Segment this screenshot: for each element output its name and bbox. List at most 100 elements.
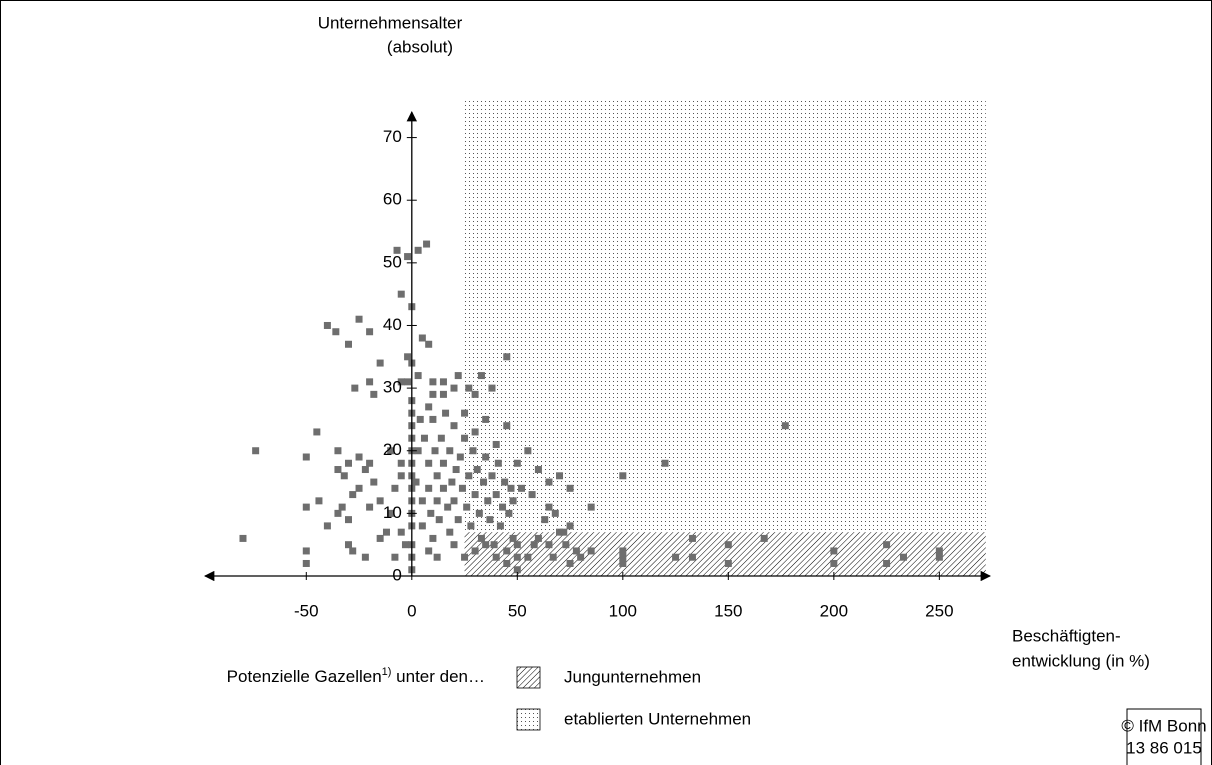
point	[427, 509, 435, 517]
point	[452, 466, 460, 474]
point	[587, 503, 595, 511]
point	[503, 422, 511, 430]
point	[619, 547, 627, 555]
y-tick-label: 70	[383, 127, 402, 146]
point	[513, 541, 521, 549]
point	[431, 447, 439, 455]
point	[471, 390, 479, 398]
point	[344, 516, 352, 524]
point	[313, 428, 321, 436]
point	[437, 434, 445, 442]
point	[387, 509, 395, 517]
point	[397, 528, 405, 536]
region	[464, 100, 986, 533]
point	[334, 447, 342, 455]
point	[420, 434, 428, 442]
point	[724, 541, 732, 549]
point	[376, 534, 384, 542]
point	[463, 503, 471, 511]
point	[507, 484, 515, 492]
point	[566, 522, 574, 530]
point	[541, 516, 549, 524]
point	[340, 472, 348, 480]
point	[425, 403, 433, 411]
point	[439, 390, 447, 398]
point	[458, 484, 466, 492]
point	[450, 541, 458, 549]
point	[334, 466, 342, 474]
point	[545, 478, 553, 486]
y-tick-label: 20	[383, 440, 402, 459]
point	[344, 541, 352, 549]
point	[830, 559, 838, 567]
point	[482, 415, 490, 423]
point	[439, 459, 447, 467]
point	[302, 559, 310, 567]
point	[425, 547, 433, 555]
point	[391, 484, 399, 492]
point	[450, 497, 458, 505]
point	[355, 453, 363, 461]
point	[661, 459, 669, 467]
point	[404, 253, 412, 261]
point	[302, 547, 310, 555]
x-axis-label: Beschäftigten-	[1012, 626, 1121, 645]
point	[332, 328, 340, 336]
point	[429, 378, 437, 386]
point	[883, 559, 891, 567]
x-axis-label: entwicklung (in %)	[1012, 651, 1150, 670]
point	[484, 497, 492, 505]
point	[477, 534, 485, 542]
point	[414, 372, 422, 380]
point	[366, 503, 374, 511]
point	[433, 497, 441, 505]
point	[376, 359, 384, 367]
point	[446, 447, 454, 455]
point	[724, 559, 732, 567]
legend-swatch	[516, 666, 541, 689]
point	[349, 547, 357, 555]
point	[239, 534, 247, 542]
point	[376, 497, 384, 505]
point	[496, 522, 504, 530]
point	[397, 472, 405, 480]
point	[935, 547, 943, 555]
point	[391, 553, 399, 561]
point	[334, 509, 342, 517]
point	[501, 478, 509, 486]
point	[672, 553, 680, 561]
source-box	[1126, 708, 1202, 765]
point	[534, 466, 542, 474]
point	[513, 566, 521, 574]
y-tick-label: 30	[383, 378, 402, 397]
point	[397, 378, 405, 386]
point	[494, 459, 502, 467]
point	[418, 497, 426, 505]
point	[492, 491, 500, 499]
point	[528, 491, 536, 499]
point	[486, 516, 494, 524]
point	[482, 541, 490, 549]
legend-label: Jungunternehmen	[564, 667, 701, 686]
source-text: 13 86 015	[1126, 738, 1202, 757]
point	[467, 522, 475, 530]
point	[448, 478, 456, 486]
point	[480, 478, 488, 486]
point	[349, 491, 357, 499]
point	[444, 503, 452, 511]
point	[412, 478, 420, 486]
point	[551, 509, 559, 517]
point	[338, 503, 346, 511]
point	[461, 409, 469, 417]
point	[323, 522, 331, 530]
legend-label: etablierten Unternehmen	[564, 709, 751, 728]
point	[366, 459, 374, 467]
point	[549, 553, 557, 561]
point	[302, 453, 310, 461]
y-axis-label: (absolut)	[387, 37, 453, 56]
point	[454, 516, 462, 524]
point	[560, 528, 568, 536]
point	[509, 534, 517, 542]
point	[465, 384, 473, 392]
point	[323, 321, 331, 329]
